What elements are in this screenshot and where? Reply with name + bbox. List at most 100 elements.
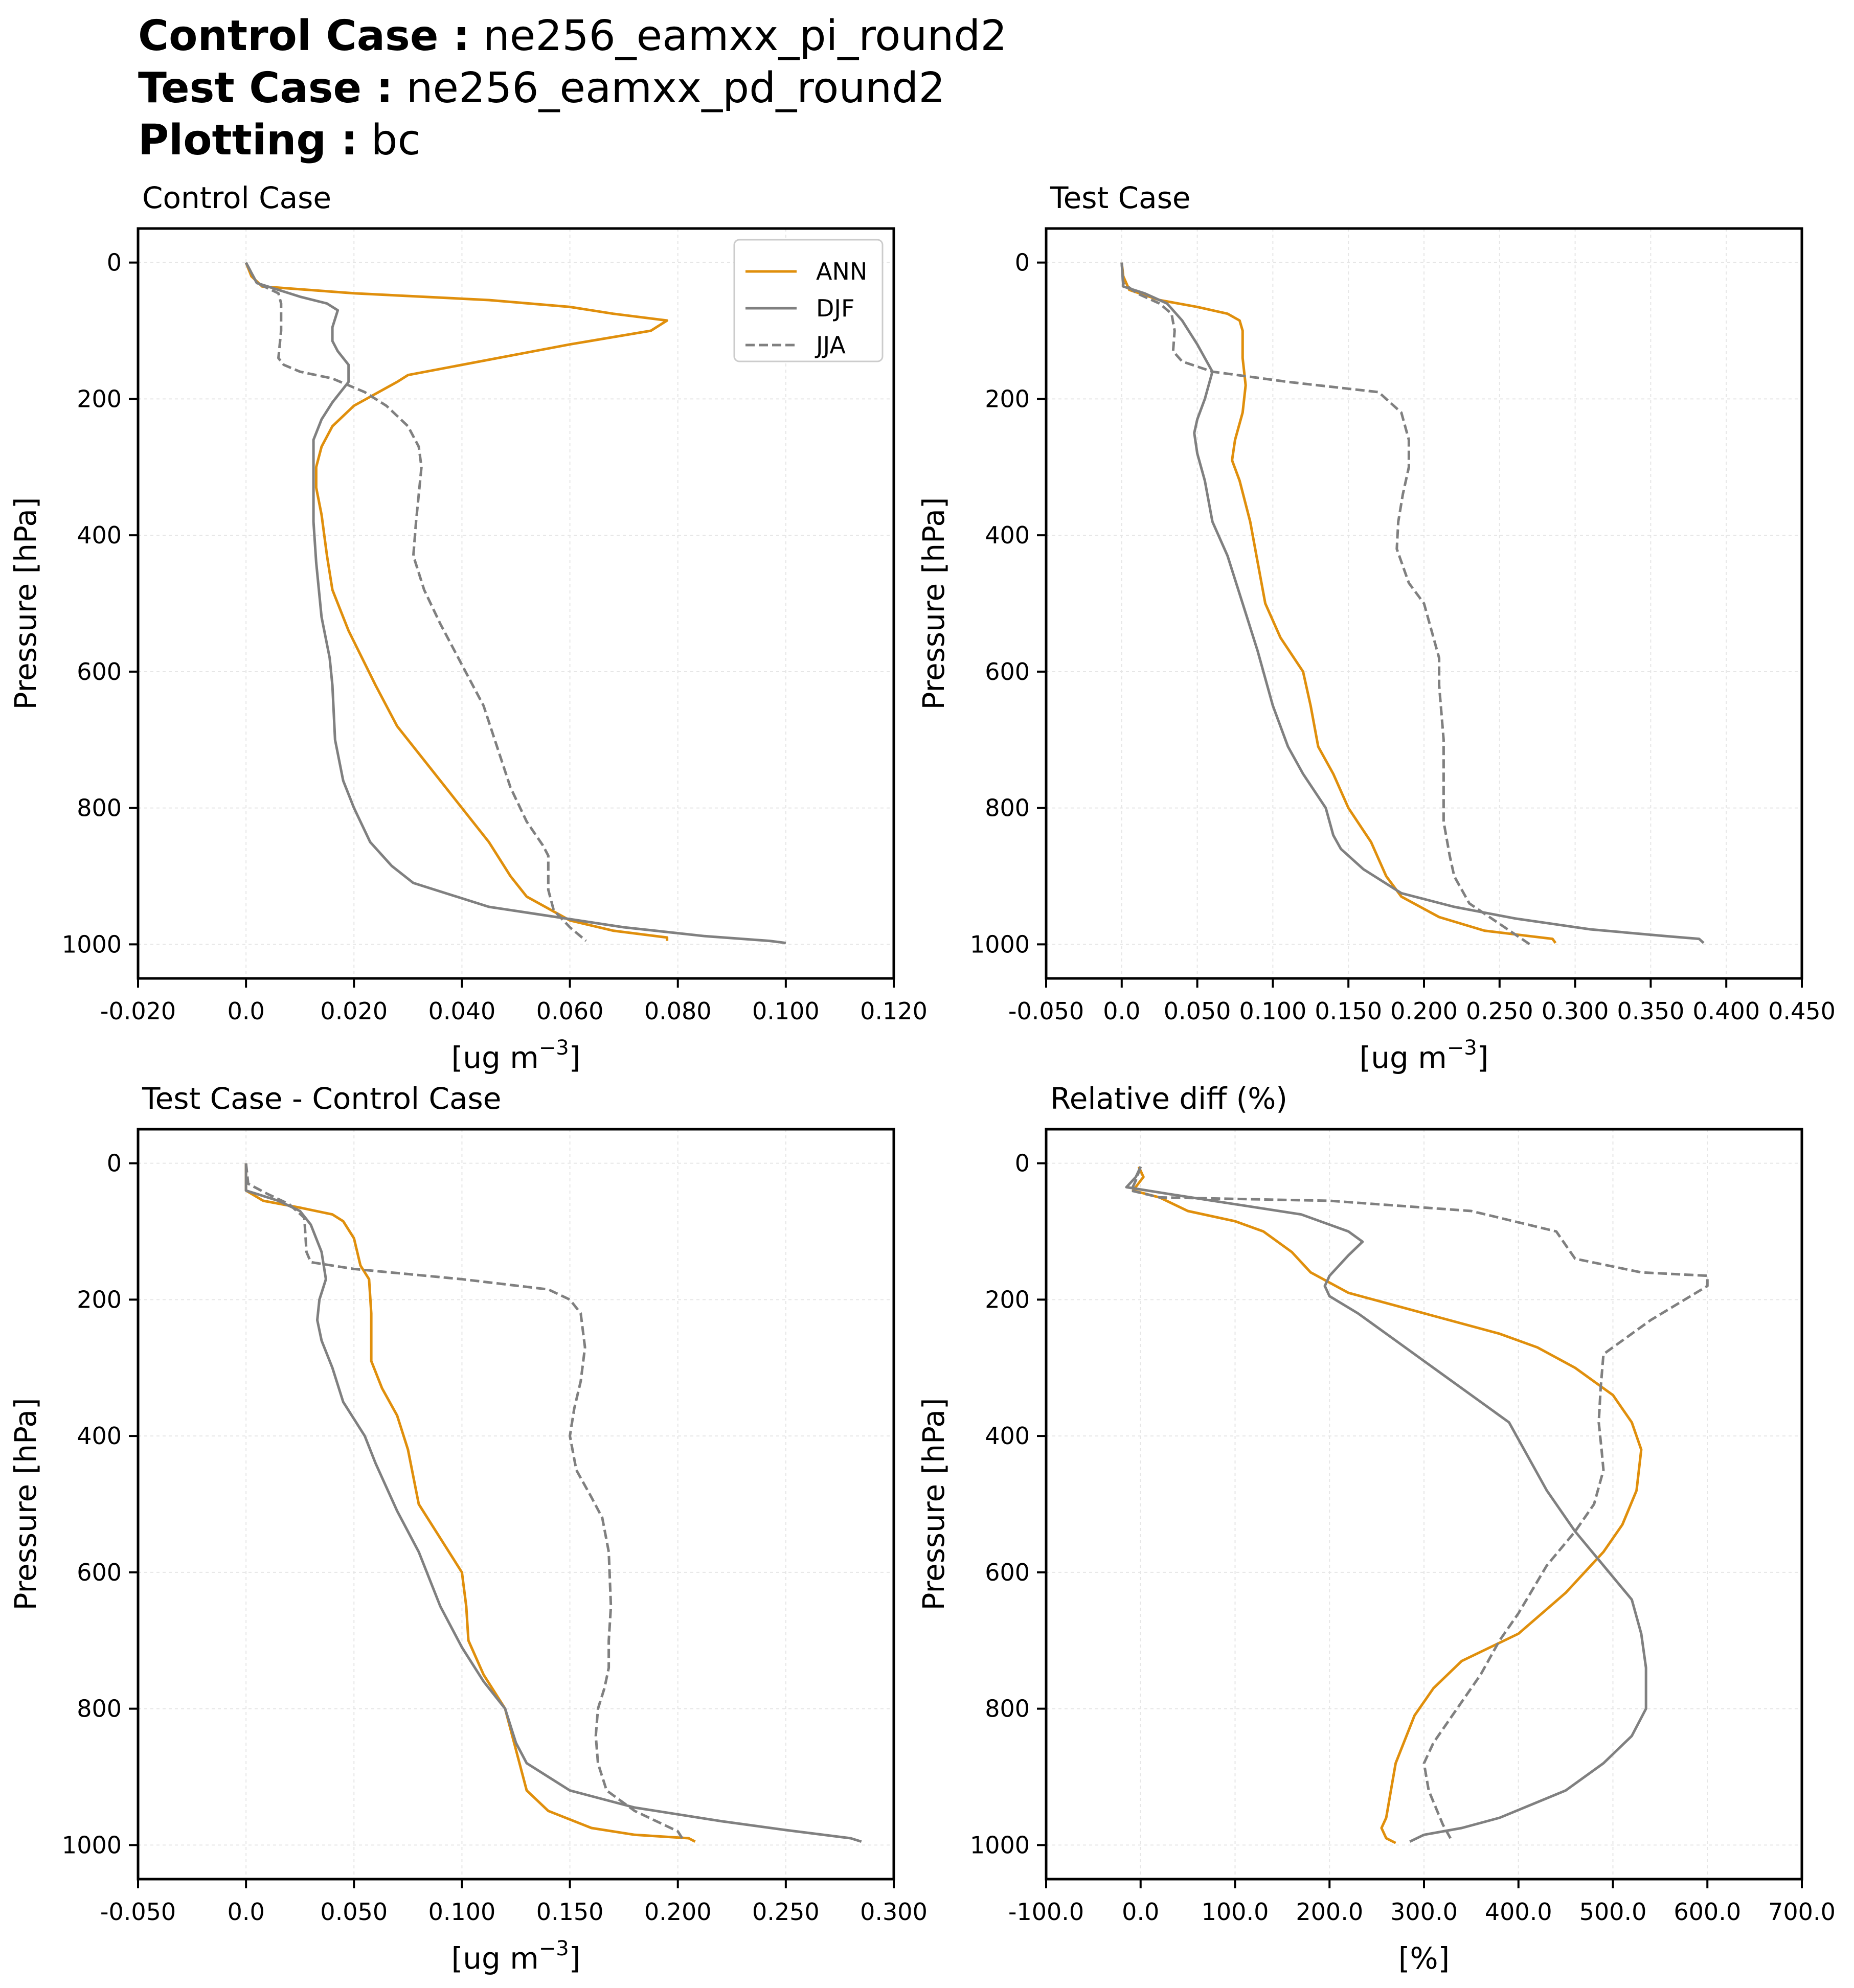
y-tick-label: 1000 bbox=[62, 1831, 122, 1859]
y-tick-label: 600 bbox=[77, 1559, 122, 1586]
y-tick-label: 400 bbox=[985, 521, 1030, 549]
y-tick-label: 800 bbox=[985, 1695, 1030, 1723]
x-tick-label: 0.400 bbox=[1692, 997, 1760, 1025]
x-tick-label: -0.020 bbox=[100, 997, 176, 1025]
x-tick-label: 0.0 bbox=[228, 997, 265, 1025]
series-line-jja bbox=[1120, 262, 1531, 946]
y-tick-label: 800 bbox=[985, 794, 1030, 822]
y-tick-label: 0 bbox=[1015, 1150, 1030, 1177]
x-tick-label: 100.0 bbox=[1202, 1898, 1269, 1926]
x-axis-label-main: [%] bbox=[1398, 1941, 1450, 1976]
series-line-jja bbox=[244, 262, 587, 942]
test-case-line: Test Case : ne256_eamxx_pd_round2 bbox=[138, 62, 1007, 115]
x-tick-label: 700.0 bbox=[1768, 1898, 1836, 1926]
series-line-djf bbox=[1125, 1166, 1647, 1843]
y-axis-label: Pressure [hPa] bbox=[916, 1398, 951, 1610]
chart-title: Control Case bbox=[142, 180, 331, 215]
x-tick-label: 0.250 bbox=[1466, 997, 1533, 1025]
y-tick-label: 1000 bbox=[970, 930, 1030, 958]
y-axis-label: Pressure [hPa] bbox=[8, 497, 43, 710]
x-axis-label: [ug m−3] bbox=[451, 1937, 581, 1976]
y-tick-label: 400 bbox=[77, 521, 122, 549]
x-tick-label: 0.450 bbox=[1768, 997, 1836, 1025]
y-tick-label: 0 bbox=[107, 249, 122, 277]
x-tick-label: 0.0 bbox=[1103, 997, 1140, 1025]
x-tick-label: 0.060 bbox=[536, 997, 604, 1025]
x-tick-label: 600.0 bbox=[1674, 1898, 1741, 1926]
control-case-line: Control Case : ne256_eamxx_pi_round2 bbox=[138, 10, 1007, 62]
x-tick-label: 0.050 bbox=[1164, 997, 1231, 1025]
x-tick-label: 0.350 bbox=[1617, 997, 1685, 1025]
test-case-label: Test Case : bbox=[138, 64, 393, 112]
chart-panel-3: -0.050 0.0 0.050 0.100 0.150 0.200 0.250 0.300 0… bbox=[8, 1081, 928, 1976]
series-line-djf bbox=[1120, 262, 1705, 944]
y-tick-label: 800 bbox=[77, 1695, 122, 1723]
y-tick-label: 1000 bbox=[970, 1831, 1030, 1859]
x-tick-label: 0.300 bbox=[1542, 997, 1609, 1025]
y-axis-label: Pressure [hPa] bbox=[8, 1398, 43, 1610]
x-tick-label: -0.050 bbox=[100, 1898, 176, 1926]
x-tick-label: 0.020 bbox=[320, 997, 388, 1025]
x-tick-label: 300.0 bbox=[1390, 1898, 1458, 1926]
axes-frame bbox=[137, 1128, 895, 1881]
x-tick-label: 0.200 bbox=[1390, 997, 1458, 1025]
chart-title: Test Case bbox=[1050, 180, 1191, 215]
x-axis-label-exponent: −3 bbox=[539, 1036, 569, 1060]
y-tick-label: 600 bbox=[77, 658, 122, 685]
series-line-djf bbox=[244, 1163, 862, 1843]
y-tick-label: 600 bbox=[985, 658, 1030, 685]
x-axis-label-main: [ug m bbox=[1360, 1040, 1447, 1075]
control-case-label: Control Case : bbox=[138, 12, 470, 60]
y-tick-label: 200 bbox=[985, 1286, 1030, 1313]
x-tick-label: 0.120 bbox=[860, 997, 928, 1025]
x-axis-label-end: ] bbox=[569, 1941, 581, 1976]
x-axis-label-main: [ug m bbox=[451, 1941, 539, 1976]
x-tick-label: 0.080 bbox=[644, 997, 712, 1025]
x-tick-label: 0.100 bbox=[752, 997, 820, 1025]
series-line-jja bbox=[244, 1163, 686, 1842]
x-axis-label: [%] bbox=[1398, 1941, 1450, 1976]
series-line-jja bbox=[1129, 1166, 1709, 1842]
chart-panel-1: -0.020 0.0 0.020 0.040 0.060 0.080 0.100 0.120 0… bbox=[8, 180, 928, 1075]
x-tick-label: 400.0 bbox=[1485, 1898, 1552, 1926]
y-tick-label: 400 bbox=[985, 1422, 1030, 1450]
y-tick-label: 200 bbox=[985, 385, 1030, 413]
plotting-label: Plotting : bbox=[138, 116, 358, 165]
y-tick-label: 200 bbox=[77, 385, 122, 413]
x-tick-label: 0.050 bbox=[320, 1898, 388, 1926]
series-line-ann bbox=[1132, 1166, 1643, 1844]
plotting-line: Plotting : bc bbox=[138, 115, 1007, 167]
legend-label-ann: ANN bbox=[816, 258, 867, 285]
x-axis-label-end: ] bbox=[1477, 1040, 1489, 1075]
series-line-ann bbox=[1120, 262, 1557, 944]
x-tick-label: 0.250 bbox=[752, 1898, 820, 1926]
x-axis-label: [ug m−3] bbox=[1360, 1036, 1489, 1075]
x-axis-label-exponent: −3 bbox=[539, 1937, 569, 1960]
chart-panel-2: -0.050 0.0 0.050 0.100 0.150 0.200 0.250 0.300 0… bbox=[916, 180, 1836, 1075]
chart-title: Relative diff (%) bbox=[1050, 1081, 1287, 1116]
y-tick-label: 800 bbox=[77, 794, 122, 822]
x-tick-label: -100.0 bbox=[1008, 1898, 1084, 1926]
x-axis-label-end: ] bbox=[569, 1040, 581, 1075]
x-tick-label: -0.050 bbox=[1008, 997, 1084, 1025]
x-tick-label: 0.300 bbox=[860, 1898, 928, 1926]
y-tick-label: 200 bbox=[77, 1286, 122, 1313]
x-tick-label: 0.0 bbox=[1122, 1898, 1159, 1926]
y-tick-label: 1000 bbox=[62, 930, 122, 958]
x-tick-label: 500.0 bbox=[1579, 1898, 1647, 1926]
series-line-ann bbox=[244, 1163, 696, 1843]
axes-frame bbox=[137, 227, 895, 980]
x-tick-label: 0.100 bbox=[428, 1898, 496, 1926]
y-tick-label: 0 bbox=[107, 1150, 122, 1177]
figure-header: Control Case : ne256_eamxx_pi_round2 Tes… bbox=[138, 10, 1007, 167]
legend-label-djf: DJF bbox=[816, 294, 854, 322]
x-axis-label-exponent: −3 bbox=[1447, 1036, 1477, 1060]
series-line-djf bbox=[244, 262, 786, 945]
legend: ANN DJF JJA bbox=[733, 239, 884, 362]
chart-title: Test Case - Control Case bbox=[142, 1081, 501, 1116]
x-axis-label: [ug m−3] bbox=[451, 1036, 581, 1075]
plotting-value: bc bbox=[371, 116, 421, 165]
x-tick-label: 0.150 bbox=[536, 1898, 604, 1926]
x-tick-label: 0.100 bbox=[1239, 997, 1307, 1025]
